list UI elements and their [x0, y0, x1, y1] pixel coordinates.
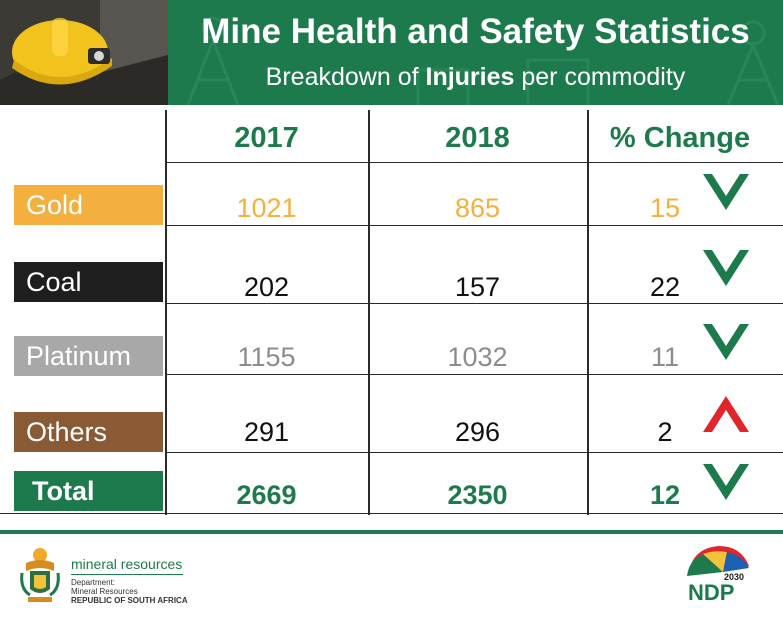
row-label-platinum: Platinum [14, 336, 163, 376]
cell-total-change: 12 [649, 480, 681, 510]
department-name: mineral resources [71, 556, 183, 572]
grid-hline [165, 452, 783, 453]
ndp-wordmark: NDP [688, 580, 735, 605]
cell-coal-change: 22 [649, 272, 681, 302]
cell-others-change: 2 [657, 417, 673, 447]
grid-hline [0, 513, 783, 514]
down-arrow-icon [703, 174, 749, 210]
grid-hline [165, 303, 783, 304]
page-subtitle: Breakdown of Injuries per commodity [265, 63, 686, 91]
cell-others-2018: 296 [454, 417, 501, 447]
grid-hline [165, 162, 783, 163]
row-label-gold: Gold [14, 185, 163, 225]
header: Mine Health and Safety Statistics Breakd… [0, 0, 783, 105]
column-header-2018: 2018 [445, 122, 510, 154]
row-label-total: Total [14, 471, 163, 511]
country-name: REPUBLIC OF SOUTH AFRICA [71, 596, 188, 605]
column-header-2017: 2017 [234, 122, 299, 154]
cell-total-2018: 2350 [447, 480, 508, 510]
grid-vline [165, 110, 167, 515]
cell-gold-2017: 1021 [236, 193, 297, 223]
cell-coal-2018: 157 [454, 272, 501, 302]
department-label: Department: [71, 578, 116, 587]
title-banner: Mine Health and Safety Statistics Breakd… [168, 0, 783, 105]
cell-platinum-2018: 1032 [447, 342, 508, 372]
cell-gold-2018: 865 [454, 193, 501, 223]
cell-coal-2017: 202 [243, 272, 290, 302]
mining-helmet-photo [0, 0, 168, 105]
cell-platinum-2017: 1155 [237, 342, 296, 372]
cell-gold-change: 15 [649, 193, 681, 223]
column-header-change: % Change [609, 122, 751, 154]
ndp-2030-logo [687, 546, 749, 576]
department-divider [71, 574, 183, 575]
ndp-year: 2030 [724, 572, 745, 582]
grid-hline [165, 374, 783, 375]
down-arrow-icon [703, 250, 749, 286]
grid-vline [368, 110, 370, 515]
up-arrow-icon [703, 396, 749, 432]
grid-vline [587, 110, 589, 515]
coat-of-arms-logo [20, 548, 60, 602]
row-label-others: Others [14, 412, 163, 452]
cell-platinum-change: 11 [650, 342, 680, 372]
row-label-coal: Coal [14, 262, 163, 302]
down-arrow-icon [703, 464, 749, 500]
department-title: Mineral Resources [71, 587, 138, 596]
cell-others-2017: 291 [243, 417, 290, 447]
footer-rule [0, 530, 783, 534]
cell-total-2017: 2669 [236, 480, 297, 510]
grid-hline [165, 225, 783, 226]
page-title: Mine Health and Safety Statistics [201, 12, 750, 51]
down-arrow-icon [703, 324, 749, 360]
headframe-decoration [186, 16, 780, 105]
